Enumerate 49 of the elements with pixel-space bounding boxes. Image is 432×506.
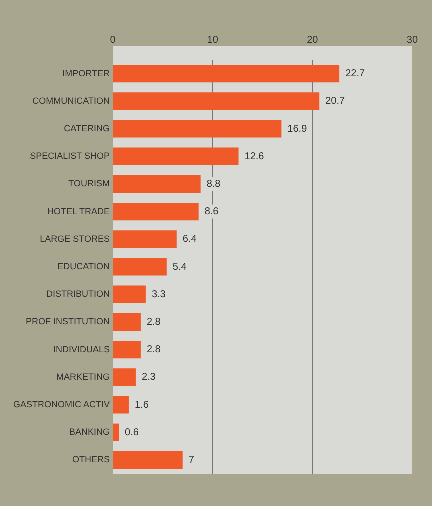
data-label: 3.3	[152, 289, 166, 300]
bar	[113, 341, 141, 359]
y-tick-label: CATERING	[64, 123, 110, 134]
data-label: 2.8	[146, 344, 162, 356]
data-label: 2.8	[146, 316, 162, 328]
data-label: 5.4	[172, 262, 188, 273]
x-tick-label: 0	[110, 34, 116, 46]
y-tick-label: COMMUNICATION	[32, 96, 110, 106]
bar	[113, 120, 282, 138]
y-tick-label: TOURISM	[68, 178, 110, 189]
y-tick-label: INDIVIDUALS	[53, 344, 110, 354]
data-label: 8.8	[206, 178, 222, 190]
y-tick-label: LARGE STORES	[40, 234, 110, 244]
y-tick-label: HOTEL TRADE	[47, 206, 110, 216]
bar	[113, 313, 141, 331]
bar	[113, 148, 239, 166]
x-tick-label: 20	[307, 34, 319, 46]
y-tick-label: IMPORTER	[62, 68, 110, 78]
data-label: 8.6	[204, 206, 220, 218]
data-label: 22.7	[346, 68, 366, 80]
bar	[113, 368, 136, 386]
y-tick-label: GASTRONOMIC ACTIV	[13, 399, 110, 410]
bar	[113, 396, 129, 414]
y-tick-label: DISTRIBUTION	[46, 289, 110, 300]
data-label: 7	[188, 454, 195, 466]
bar	[113, 424, 119, 442]
data-label: 0.6	[124, 427, 140, 438]
bar	[113, 258, 167, 276]
data-label: 2.3	[142, 372, 156, 384]
bar	[113, 92, 320, 110]
bar	[113, 451, 183, 469]
x-tick-label: 10	[207, 34, 219, 46]
bar	[113, 286, 146, 304]
bar	[113, 203, 199, 221]
x-tick-label: 30	[406, 34, 418, 46]
y-tick-label: SPECIALIST SHOP	[30, 151, 110, 162]
y-tick-label: BANKING	[69, 427, 110, 438]
bar	[113, 230, 177, 248]
bar	[113, 65, 340, 83]
y-tick-label: PROF INSTITUTION	[26, 316, 110, 327]
y-tick-label: EDUCATION	[58, 261, 110, 272]
data-label: 12.6	[244, 151, 265, 162]
data-label: 20.7	[326, 96, 346, 108]
y-tick-label: MARKETING	[56, 372, 110, 382]
data-label: 1.6	[134, 400, 150, 411]
data-label: 16.9	[288, 124, 308, 135]
y-tick-label: OTHERS	[72, 454, 110, 465]
bar	[113, 175, 201, 193]
data-label: 6.4	[182, 234, 198, 246]
